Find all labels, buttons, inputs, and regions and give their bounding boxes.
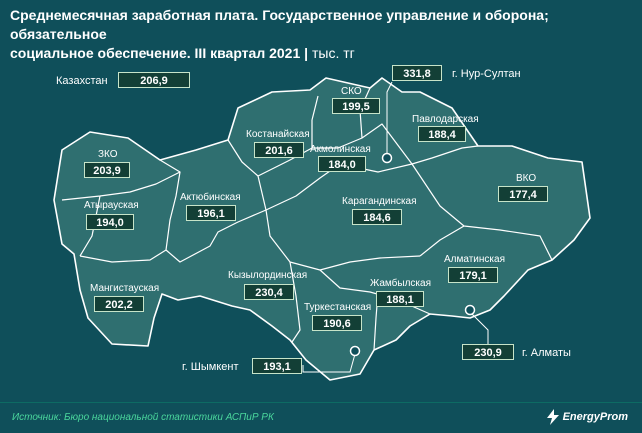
- region-label-aktobe: Актюбинская: [180, 192, 241, 203]
- region-borders: [61, 87, 553, 351]
- nur-sultan-marker: [381, 152, 393, 164]
- region-label-karaganda: Карагандинская: [342, 196, 417, 207]
- page-title: Среднемесячная заработная плата. Государ…: [10, 6, 620, 63]
- region-label-mangystau: Мангистауская: [90, 283, 160, 294]
- region-value-kyzylorda: 230,4: [244, 284, 294, 300]
- region-value-turkestan: 190,6: [312, 315, 362, 331]
- region-label-kostanay: Костанайская: [246, 129, 310, 140]
- city-value-shymkent: 193,1: [252, 358, 302, 374]
- region-label-pavlodar: Павлодарская: [412, 114, 479, 125]
- region-label-vko: ВКО: [516, 173, 537, 184]
- region-value-atyrau: 194,0: [86, 214, 134, 230]
- region-value-pavlodar: 188,4: [418, 126, 466, 142]
- region-label-turkestan: Туркестанская: [304, 302, 372, 313]
- region-label-almaty-region: Алматинская: [444, 254, 505, 265]
- region-label-akmola: Акмолинская: [310, 144, 371, 155]
- region-value-karaganda: 184,6: [352, 209, 402, 225]
- region-value-kostanay: 201,6: [254, 142, 304, 158]
- region-label-zhambyl: Жамбылская: [370, 278, 431, 289]
- title-line1: Среднемесячная заработная плата. Государ…: [10, 7, 549, 42]
- region-label-sko: СКО: [341, 86, 362, 97]
- region-value-zko: 203,9: [84, 162, 130, 178]
- region-label-kyzylorda: Кызылординская: [228, 270, 308, 281]
- footer: Источник: Бюро национальной статистики А…: [0, 402, 642, 433]
- city-label-shymkent: г. Шымкент: [182, 361, 239, 373]
- city-value-nur-sultan: 331,8: [392, 65, 442, 81]
- title-line2: социальное обеспечение. III квартал 2021: [10, 45, 301, 61]
- shymkent-marker: [349, 345, 361, 357]
- region-label-atyrau: Атырауская: [84, 200, 139, 211]
- almaty-marker: [464, 304, 476, 316]
- logo-text: EnergyProm: [562, 411, 628, 423]
- region-value-sko: 199,5: [332, 98, 380, 114]
- region-value-akmola: 184,0: [318, 156, 366, 172]
- energyprom-logo: EnergyProm: [546, 409, 628, 425]
- title-unit: тыс. тг: [311, 45, 355, 61]
- city-label-nur-sultan: г. Нур-Султан: [452, 68, 521, 80]
- city-value-almaty: 230,9: [462, 344, 514, 360]
- city-label-almaty: г. Алматы: [522, 347, 571, 359]
- region-value-zhambyl: 188,1: [376, 291, 424, 307]
- region-value-almaty-region: 179,1: [448, 267, 498, 283]
- lightning-icon: [546, 409, 559, 425]
- country-outline: [53, 77, 591, 381]
- region-value-vko: 177,4: [498, 186, 548, 202]
- region-label-zko: ЗКО: [98, 149, 118, 160]
- title-separator: |: [304, 45, 309, 61]
- region-value-aktobe: 196,1: [186, 205, 236, 221]
- kazakhstan-label: Казахстан: [56, 75, 108, 87]
- source-note: Источник: Бюро национальной статистики А…: [12, 412, 274, 423]
- kazakhstan-value: 206,9: [118, 72, 190, 88]
- region-value-mangystau: 202,2: [94, 296, 144, 312]
- leader-lines: [302, 81, 489, 373]
